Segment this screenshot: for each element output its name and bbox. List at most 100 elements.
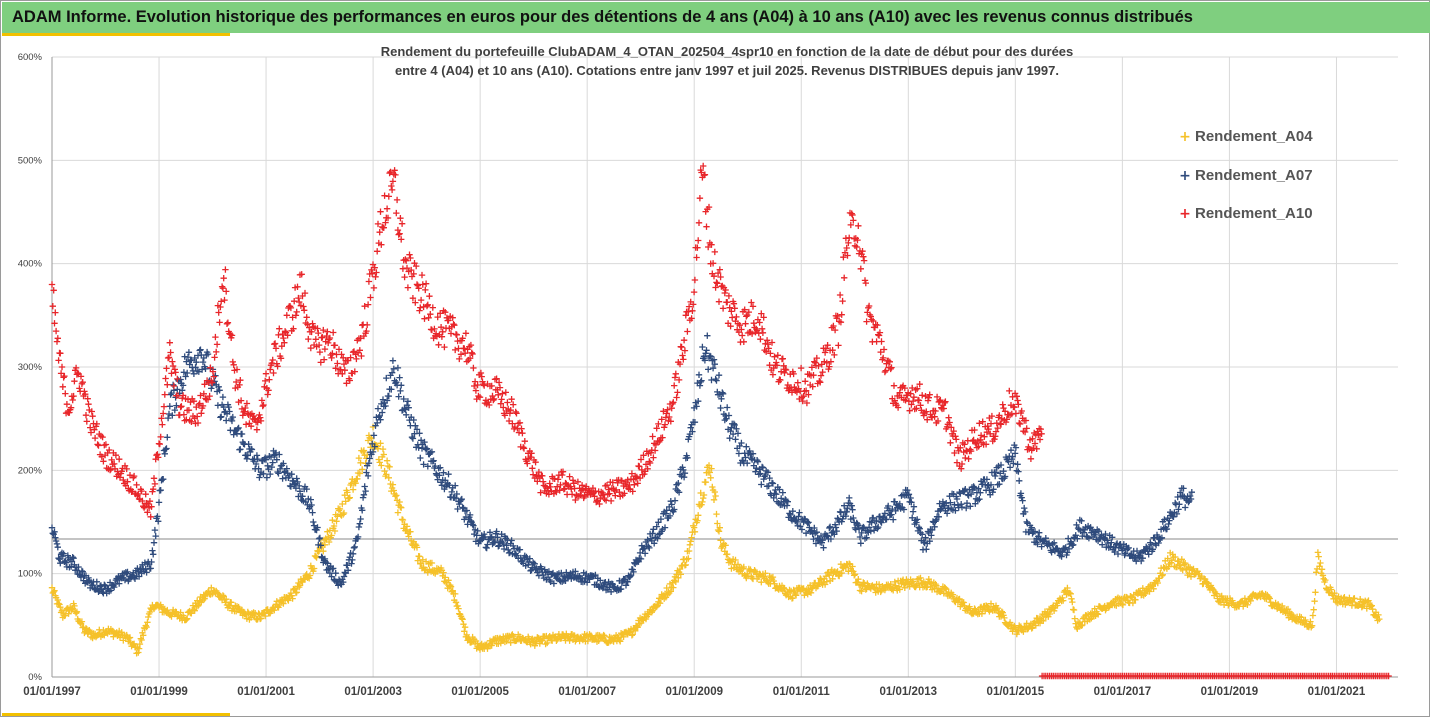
data-point [136, 640, 144, 648]
data-point [402, 406, 409, 413]
data-point [1159, 571, 1166, 578]
data-point [83, 418, 90, 425]
data-point [417, 304, 424, 311]
data-point [271, 607, 278, 614]
data-point [875, 581, 883, 588]
data-point [49, 303, 56, 310]
data-point [708, 465, 715, 472]
data-point [757, 336, 764, 343]
data-point [671, 497, 679, 504]
data-point [289, 595, 296, 602]
data-point [260, 470, 267, 477]
data-point [397, 215, 404, 222]
data-point [57, 350, 64, 357]
data-point [1145, 551, 1152, 558]
data-point [685, 547, 693, 555]
data-point [257, 615, 265, 622]
data-point [945, 414, 952, 421]
data-point [380, 451, 387, 458]
data-point [280, 600, 287, 607]
data-point [383, 374, 390, 382]
data-point [724, 550, 731, 558]
data-point [48, 524, 56, 531]
data-point [374, 419, 381, 427]
data-point [1021, 504, 1028, 512]
data-point [164, 434, 171, 441]
data-point [341, 569, 348, 576]
data-point [462, 330, 470, 337]
data-point [192, 364, 199, 371]
data-point [388, 186, 396, 194]
data-point [455, 605, 462, 612]
data-point [340, 573, 348, 580]
data-point [365, 460, 373, 467]
data-point [299, 493, 306, 500]
data-point [1078, 622, 1085, 629]
data-point [940, 590, 947, 597]
data-point [891, 578, 898, 586]
data-point [179, 382, 187, 389]
data-point [726, 435, 733, 442]
data-point [188, 610, 195, 617]
data-point [256, 474, 263, 481]
data-point [313, 554, 320, 561]
data-point [733, 313, 740, 321]
data-point [617, 638, 624, 645]
data-point [709, 483, 716, 491]
data-point [418, 271, 426, 279]
data-point [695, 512, 702, 519]
data-point [191, 607, 198, 614]
legend-marker-a10: + [1179, 206, 1191, 222]
data-point [305, 335, 312, 343]
data-point [1032, 622, 1039, 629]
data-point [407, 528, 414, 535]
data-point [53, 338, 61, 345]
data-point [394, 509, 402, 516]
data-point [237, 446, 244, 453]
data-point [75, 563, 82, 571]
data-point [521, 438, 528, 445]
data-point [702, 479, 709, 486]
data-point [1369, 606, 1376, 613]
data-point [135, 649, 142, 656]
data-point [154, 513, 161, 520]
data-point [691, 276, 699, 284]
data-point [362, 487, 369, 495]
data-point [143, 569, 150, 576]
data-point [365, 278, 373, 285]
data-point [774, 352, 781, 359]
data-point [771, 353, 778, 360]
data-point [1176, 501, 1183, 508]
legend-marker-a07: + [1179, 168, 1191, 184]
data-point [51, 587, 58, 594]
data-point [306, 575, 313, 582]
data-point [221, 296, 228, 304]
data-point [949, 591, 957, 598]
data-point [276, 325, 283, 332]
x-tick-label: 01/01/2003 [344, 686, 402, 698]
data-point [220, 275, 227, 282]
data-point [330, 329, 337, 336]
data-point [303, 485, 310, 493]
y-tick-label: 600% [18, 52, 43, 63]
data-point [703, 347, 710, 354]
data-point [52, 537, 60, 545]
data-point [397, 503, 404, 511]
data-point [229, 413, 236, 421]
data-point [296, 488, 304, 495]
data-point [814, 583, 821, 590]
data-point [1119, 601, 1127, 609]
data-point [366, 455, 373, 462]
data-point [404, 284, 412, 291]
data-point [421, 315, 428, 322]
data-point [178, 403, 185, 410]
data-point [68, 606, 76, 613]
data-point [67, 563, 75, 570]
data-point [895, 583, 903, 590]
data-point [1132, 596, 1139, 603]
data-point [835, 342, 842, 349]
data-point [308, 501, 315, 509]
data-point [253, 616, 261, 623]
legend-entry-a10: + Rendement_A10 [1179, 205, 1312, 222]
